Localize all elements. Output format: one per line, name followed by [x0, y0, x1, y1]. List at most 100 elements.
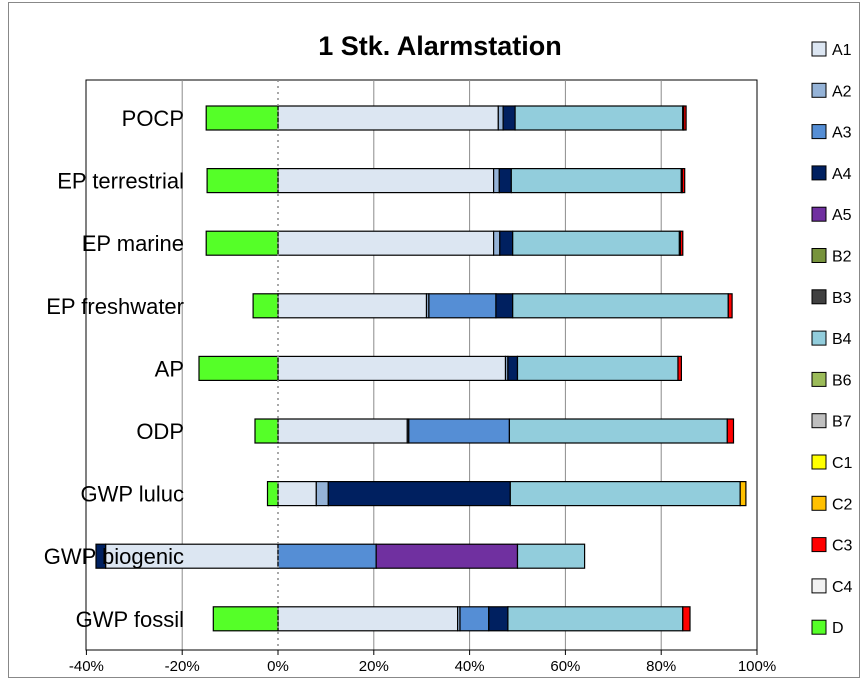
legend-label: C1 — [832, 455, 853, 472]
bar-segment — [499, 230, 514, 256]
axes — [85, 80, 758, 655]
bar-segment — [254, 418, 279, 444]
bar-segment — [212, 606, 279, 632]
category-labels: POCP EP terrestrial EP marine EP freshwater… — [44, 106, 184, 632]
bar-segment — [514, 105, 684, 131]
bar-segment — [327, 481, 511, 507]
legend-swatch-a2 — [811, 82, 827, 98]
legend-label: C3 — [832, 538, 853, 555]
legend: A1 A2 A3 A4 A5 B2 B3 B4 B6 B7 C1 C2 C3 C4 D — [811, 41, 853, 637]
legend-swatch-c1 — [811, 454, 827, 470]
bar-segment — [510, 168, 682, 194]
x-tick-labels: -40% -20% 0% 20% 40% 60% 80% 100% — [69, 658, 776, 675]
category-label: POCP — [122, 106, 184, 131]
bar-segment — [497, 105, 504, 131]
bar-segment — [502, 105, 516, 131]
legend-label: A2 — [832, 83, 852, 100]
legend-swatch-d — [811, 619, 827, 635]
bar-segment — [507, 355, 519, 381]
x-tick-label: 0% — [267, 658, 289, 675]
chart-frame — [8, 2, 860, 678]
bar-segment — [428, 293, 497, 319]
legend-swatch-c4 — [811, 578, 827, 594]
bar-segment — [488, 606, 509, 632]
legend-swatch-a1 — [811, 41, 827, 57]
bar-segment — [266, 481, 279, 507]
legend-swatch-b4 — [811, 330, 827, 346]
bar-segment — [677, 355, 683, 381]
bar-segment — [512, 293, 729, 319]
legend-label: A3 — [832, 125, 852, 142]
bar-segment — [495, 293, 514, 319]
legend-swatch-c3 — [811, 537, 827, 553]
bar-segment — [508, 418, 728, 444]
bar-segment — [516, 543, 586, 569]
legend-label: D — [832, 620, 844, 637]
bar-segment — [493, 168, 500, 194]
bar-segment — [683, 105, 687, 131]
bar-segment — [516, 355, 679, 381]
bar-segment — [681, 168, 686, 194]
bar-segment — [205, 105, 279, 131]
bar-segment — [277, 355, 507, 381]
x-tick-label: 100% — [738, 658, 776, 675]
bar-segment — [277, 293, 428, 319]
category-label: EP terrestrial — [57, 169, 184, 194]
legend-swatch-a4 — [811, 165, 827, 181]
bar-segment — [205, 230, 279, 256]
legend-swatch-b3 — [811, 289, 827, 305]
x-tick-label: 60% — [550, 658, 580, 675]
bar-segment — [459, 606, 490, 632]
bar-segment — [277, 606, 459, 632]
bar-segment — [277, 105, 499, 131]
bar-segment — [252, 293, 279, 319]
bar-segment — [739, 481, 747, 507]
x-tick-label: 80% — [646, 658, 676, 675]
category-label: GWP luluc — [80, 482, 184, 507]
x-tick-label: 40% — [455, 658, 485, 675]
bar-segment — [206, 168, 279, 194]
category-label: AP — [155, 356, 184, 381]
bars — [95, 105, 747, 632]
bar-segment — [408, 418, 510, 444]
bar-segment — [498, 168, 512, 194]
category-label: GWP fossil — [76, 607, 184, 632]
legend-label: B6 — [832, 372, 852, 389]
bar-segment — [95, 543, 107, 569]
category-label: ODP — [136, 419, 184, 444]
legend-label: A5 — [832, 207, 852, 224]
bar-segment — [679, 230, 684, 256]
bar-segment — [277, 418, 408, 444]
bar-segment — [507, 606, 684, 632]
x-tick-label: 20% — [359, 658, 389, 675]
bar-segment — [277, 230, 495, 256]
legend-swatch-a3 — [811, 124, 827, 140]
legend-swatch-b7 — [811, 413, 827, 429]
x-tick-label: -40% — [69, 658, 104, 675]
bar-segment — [375, 543, 519, 569]
bar-segment — [509, 481, 741, 507]
bar-segment — [277, 481, 317, 507]
legend-swatch-c2 — [811, 495, 827, 511]
bar-segment — [682, 606, 691, 632]
legend-swatch-a5 — [811, 206, 827, 222]
category-label: EP marine — [82, 231, 184, 256]
bar-segment — [198, 355, 279, 381]
bar-segment — [277, 543, 377, 569]
bar-segment — [277, 168, 495, 194]
legend-label: A1 — [832, 42, 852, 59]
legend-label: B3 — [832, 290, 852, 307]
bar-segment — [512, 230, 681, 256]
category-label: GWP biogenic — [44, 544, 184, 569]
legend-label: C2 — [832, 496, 853, 513]
legend-swatch-b6 — [811, 371, 827, 387]
x-tick-label: -20% — [165, 658, 200, 675]
legend-label: B7 — [832, 414, 852, 431]
bar-segment — [726, 418, 735, 444]
bar-segment — [493, 230, 501, 256]
legend-label: B2 — [832, 249, 852, 266]
legend-label: A4 — [832, 166, 852, 183]
chart-title: 1 Stk. Alarmstation — [318, 31, 562, 61]
legend-label: B4 — [832, 331, 852, 348]
